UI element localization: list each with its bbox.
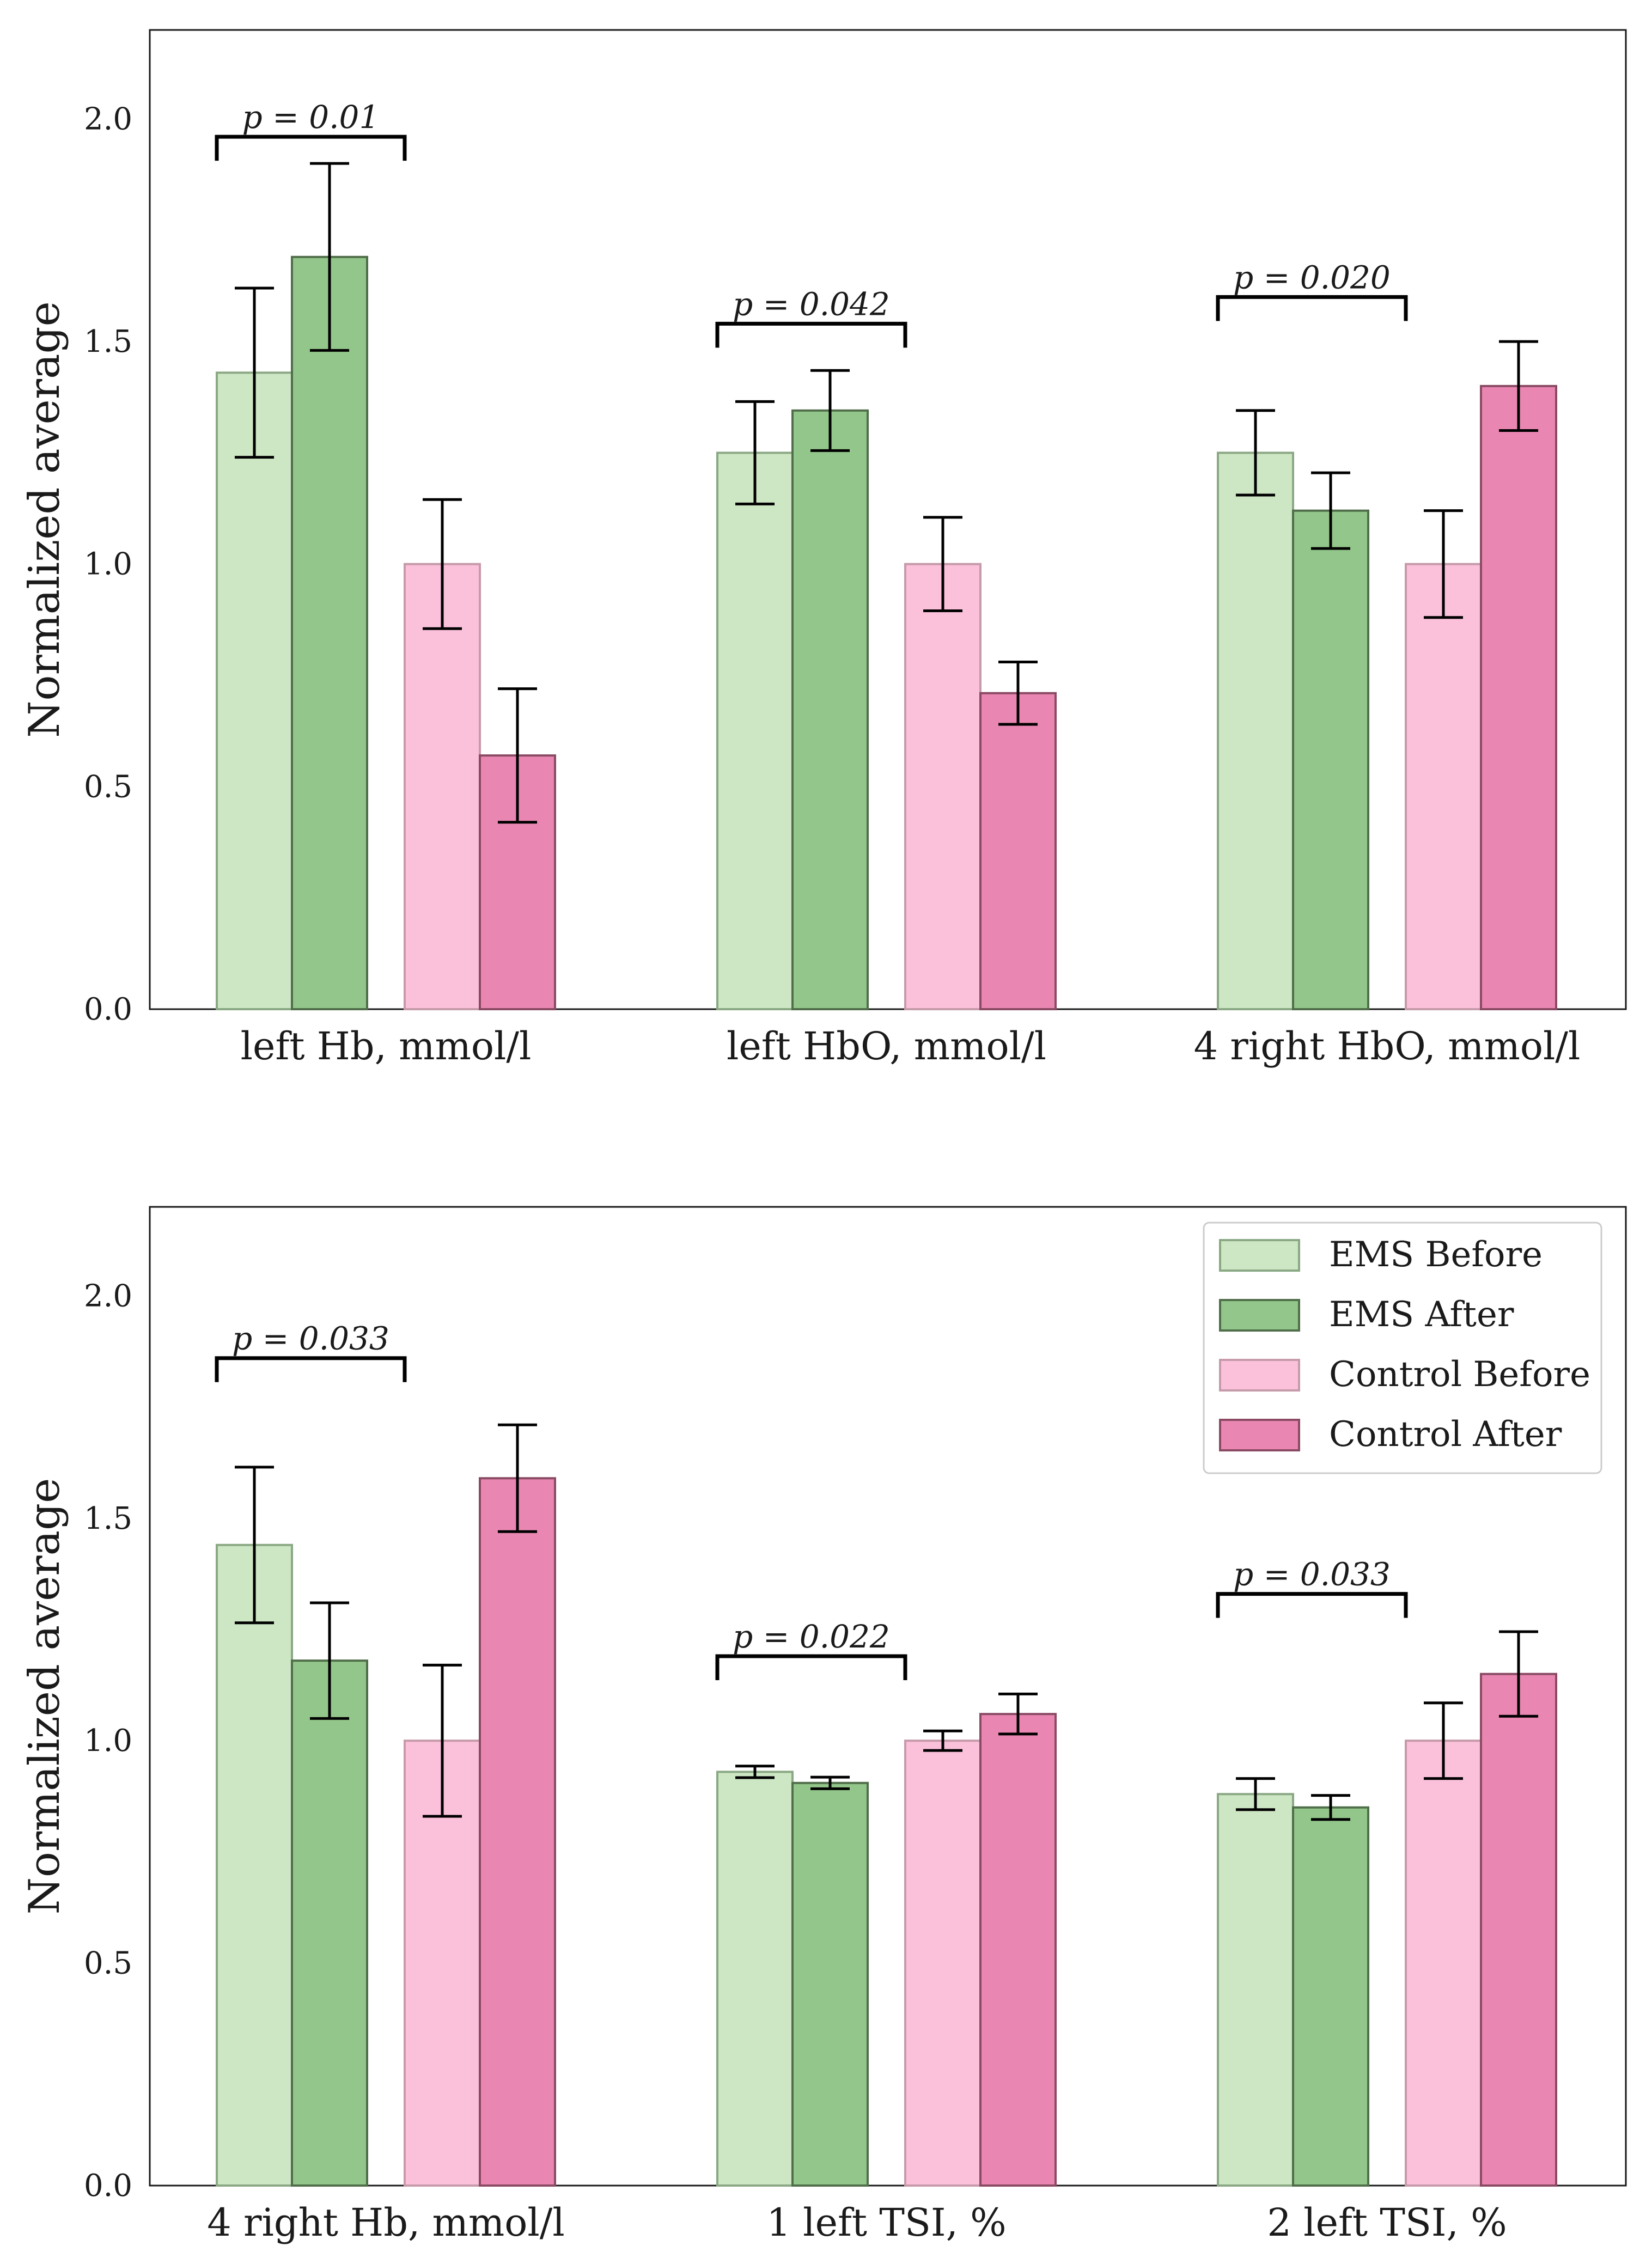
bar-control-before bbox=[904, 1740, 982, 2187]
category-label: 4 right Hb, mmol/l bbox=[207, 2200, 565, 2245]
p-value-label: p = 0.01 bbox=[242, 99, 380, 136]
error-bar bbox=[1424, 509, 1463, 619]
category-label: 4 right HbO, mmol/l bbox=[1194, 1024, 1581, 1069]
bar-ems-after bbox=[791, 1781, 869, 2187]
error-bar bbox=[235, 286, 274, 459]
bar-ems-before bbox=[716, 1771, 794, 2187]
legend-label: EMS After bbox=[1329, 1295, 1514, 1335]
bar-control-after bbox=[1480, 1673, 1557, 2187]
error-bar bbox=[235, 1466, 274, 1625]
bar-ems-after bbox=[1292, 1806, 1369, 2187]
y-tick-label: 2.0 bbox=[84, 1278, 132, 1314]
legend-swatch bbox=[1219, 1359, 1300, 1392]
bar-control-after bbox=[979, 692, 1057, 1010]
legend-item: Control After bbox=[1219, 1414, 1562, 1455]
legend-label: Control After bbox=[1329, 1414, 1562, 1455]
y-axis-title: Normalized average bbox=[20, 301, 69, 737]
category-label: 2 left TSI, % bbox=[1267, 2200, 1507, 2245]
significance-bracket: p = 0.033 bbox=[1216, 1556, 1408, 1618]
bar-control-after bbox=[479, 1477, 556, 2187]
error-bar bbox=[1424, 1701, 1463, 1780]
bar-ems-after bbox=[291, 1659, 368, 2187]
significance-bracket: p = 0.022 bbox=[715, 1618, 907, 1680]
bar-ems-before bbox=[1217, 451, 1294, 1010]
legend-item: EMS Before bbox=[1219, 1235, 1543, 1275]
error-bar bbox=[1311, 1794, 1350, 1821]
bar-ems-after bbox=[1292, 509, 1369, 1010]
error-bar bbox=[998, 1692, 1038, 1736]
error-bar bbox=[735, 1765, 775, 1779]
error-bar bbox=[735, 400, 775, 505]
bar-control-after bbox=[1480, 385, 1557, 1010]
error-bar bbox=[498, 687, 537, 824]
error-bar bbox=[310, 162, 349, 352]
error-bar bbox=[923, 1729, 962, 1752]
legend-label: Control Before bbox=[1329, 1354, 1590, 1395]
y-axis-title: Normalized average bbox=[20, 1478, 69, 1914]
chart-top: 0.0 0.5 1.0 1.5 2.0 Normalized average left Hb… bbox=[20, 29, 1627, 1069]
bar-control-before bbox=[904, 563, 982, 1010]
error-bar bbox=[1236, 409, 1275, 497]
p-value-label: p = 0.020 bbox=[1233, 259, 1391, 296]
bar-ems-before bbox=[716, 451, 794, 1010]
p-value-label: p = 0.033 bbox=[232, 1320, 389, 1357]
category-label: left HbO, mmol/l bbox=[727, 1024, 1046, 1069]
y-tick-label: 0.5 bbox=[84, 769, 132, 804]
error-bar bbox=[310, 1601, 349, 1720]
y-tick-label: 0.0 bbox=[84, 992, 132, 1027]
bar-ems-after bbox=[291, 255, 368, 1010]
bar-control-after bbox=[979, 1713, 1057, 2187]
error-bar bbox=[423, 1663, 462, 1818]
bar-control-before bbox=[1405, 1740, 1482, 2187]
error-bar bbox=[1311, 471, 1350, 550]
plot-frame bbox=[149, 29, 1627, 1010]
legend-swatch bbox=[1219, 1239, 1300, 1272]
y-tick-label: 0.0 bbox=[84, 2168, 132, 2204]
plot-frame bbox=[149, 1206, 1627, 2187]
bar-control-before bbox=[404, 563, 481, 1010]
error-bar bbox=[1499, 1630, 1538, 1718]
legend-item: EMS After bbox=[1219, 1295, 1514, 1335]
category-label: left Hb, mmol/l bbox=[241, 1024, 532, 1069]
y-tick-label: 1.0 bbox=[84, 1723, 132, 1759]
bar-control-before bbox=[1405, 563, 1482, 1010]
y-tick-label: 1.0 bbox=[84, 547, 132, 582]
p-value-label: p = 0.022 bbox=[733, 1618, 890, 1655]
p-value-label: p = 0.042 bbox=[733, 285, 890, 322]
error-bar bbox=[1236, 1777, 1275, 1811]
error-bar bbox=[423, 498, 462, 630]
y-tick-label: 1.5 bbox=[84, 324, 132, 359]
error-bar bbox=[998, 661, 1038, 726]
bar-ems-before bbox=[1217, 1793, 1294, 2187]
category-label: 1 left TSI, % bbox=[766, 2200, 1006, 2245]
significance-bracket: p = 0.033 bbox=[215, 1320, 407, 1382]
bar-ems-before bbox=[216, 371, 293, 1010]
significance-bracket: p = 0.020 bbox=[1216, 259, 1408, 321]
y-tick-label: 0.5 bbox=[84, 1946, 132, 1981]
y-tick-label: 1.5 bbox=[84, 1501, 132, 1536]
error-bar bbox=[810, 369, 850, 452]
legend-swatch bbox=[1219, 1419, 1300, 1451]
error-bar bbox=[810, 1775, 850, 1790]
bar-ems-after bbox=[791, 409, 869, 1010]
legend-label: EMS Before bbox=[1329, 1235, 1543, 1275]
significance-bracket: p = 0.042 bbox=[715, 285, 907, 348]
p-value-label: p = 0.033 bbox=[1233, 1556, 1391, 1593]
error-bar bbox=[498, 1423, 537, 1533]
error-bar bbox=[923, 516, 962, 613]
error-bar bbox=[1499, 340, 1538, 432]
legend: EMS Before EMS After Control Before Control… bbox=[1203, 1222, 1602, 1474]
chart-bottom: 0.0 0.5 1.0 1.5 2.0 Normalized average 4 right… bbox=[20, 1206, 1627, 2245]
significance-bracket: p = 0.01 bbox=[215, 99, 407, 161]
y-tick-label: 2.0 bbox=[84, 101, 132, 137]
legend-swatch bbox=[1219, 1299, 1300, 1332]
legend-item: Control Before bbox=[1219, 1354, 1590, 1395]
bar-ems-before bbox=[216, 1543, 293, 2187]
